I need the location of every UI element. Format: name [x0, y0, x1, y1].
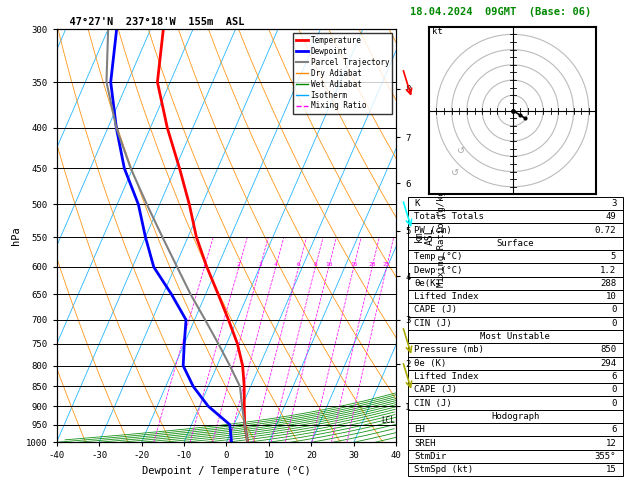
Text: Temp (°C): Temp (°C) [414, 252, 462, 261]
Text: 8: 8 [313, 262, 317, 267]
Bar [408, 397, 623, 410]
Text: 1: 1 [203, 262, 206, 267]
Text: 3: 3 [259, 262, 262, 267]
Text: 0: 0 [611, 319, 616, 328]
Text: 0.72: 0.72 [595, 226, 616, 235]
Bar [408, 436, 623, 450]
Text: Surface: Surface [496, 239, 534, 248]
Text: $\circlearrowleft$: $\circlearrowleft$ [455, 145, 466, 155]
Text: Hodograph: Hodograph [491, 412, 539, 421]
Y-axis label: km
ASL: km ASL [413, 227, 435, 244]
Text: 47°27'N  237°18'W  155m  ASL: 47°27'N 237°18'W 155m ASL [57, 17, 244, 27]
Legend: Temperature, Dewpoint, Parcel Trajectory, Dry Adiabat, Wet Adiabat, Isotherm, Mi: Temperature, Dewpoint, Parcel Trajectory… [293, 33, 392, 114]
Bar [408, 250, 623, 263]
Text: kt: kt [432, 27, 443, 36]
Text: StmSpd (kt): StmSpd (kt) [414, 465, 473, 474]
Text: 2: 2 [237, 262, 241, 267]
Text: EH: EH [414, 425, 425, 434]
Text: 1.2: 1.2 [600, 265, 616, 275]
Text: 4: 4 [274, 262, 277, 267]
Bar [408, 290, 623, 303]
Bar [408, 277, 623, 290]
Text: CAPE (J): CAPE (J) [414, 385, 457, 394]
X-axis label: Dewpoint / Temperature (°C): Dewpoint / Temperature (°C) [142, 466, 311, 476]
Text: 15: 15 [606, 465, 616, 474]
Text: 49: 49 [606, 212, 616, 221]
Text: 18.04.2024  09GMT  (Base: 06): 18.04.2024 09GMT (Base: 06) [410, 7, 591, 17]
Text: 6: 6 [611, 425, 616, 434]
Text: 3: 3 [611, 199, 616, 208]
Bar [408, 450, 623, 463]
Text: θe(K): θe(K) [414, 279, 441, 288]
Text: θe (K): θe (K) [414, 359, 447, 368]
Text: K: K [414, 199, 420, 208]
Bar [408, 210, 623, 224]
Bar [408, 357, 623, 370]
Text: 12: 12 [606, 438, 616, 448]
Text: 850: 850 [600, 346, 616, 354]
Text: 6: 6 [297, 262, 301, 267]
Bar [408, 410, 623, 423]
Text: 0: 0 [611, 305, 616, 314]
Text: Most Unstable: Most Unstable [480, 332, 550, 341]
Text: Dewp (°C): Dewp (°C) [414, 265, 462, 275]
Text: Lifted Index: Lifted Index [414, 372, 479, 381]
Text: CAPE (J): CAPE (J) [414, 305, 457, 314]
Y-axis label: hPa: hPa [11, 226, 21, 245]
Text: 10: 10 [606, 292, 616, 301]
Text: 25: 25 [383, 262, 391, 267]
Text: SREH: SREH [414, 438, 435, 448]
Bar [408, 370, 623, 383]
Text: 355°: 355° [595, 452, 616, 461]
Bar [408, 463, 623, 476]
Text: 0: 0 [611, 399, 616, 408]
Text: 6: 6 [611, 372, 616, 381]
Text: LCL: LCL [382, 416, 396, 425]
Bar [408, 383, 623, 397]
Text: Lifted Index: Lifted Index [414, 292, 479, 301]
Text: PW (cm): PW (cm) [414, 226, 452, 235]
Bar [408, 423, 623, 436]
Text: $\circlearrowleft$: $\circlearrowleft$ [448, 167, 460, 176]
Text: 20: 20 [369, 262, 376, 267]
Bar [408, 197, 623, 210]
Text: CIN (J): CIN (J) [414, 399, 452, 408]
Bar [408, 224, 623, 237]
Bar [408, 237, 623, 250]
Text: 15: 15 [350, 262, 357, 267]
Bar [408, 316, 623, 330]
Text: 288: 288 [600, 279, 616, 288]
Bar [408, 343, 623, 357]
Text: Totals Totals: Totals Totals [414, 212, 484, 221]
Text: CIN (J): CIN (J) [414, 319, 452, 328]
Text: StmDir: StmDir [414, 452, 447, 461]
Bar [408, 263, 623, 277]
Text: 10: 10 [325, 262, 333, 267]
Bar [408, 330, 623, 343]
Text: Pressure (mb): Pressure (mb) [414, 346, 484, 354]
Text: 5: 5 [611, 252, 616, 261]
Text: 294: 294 [600, 359, 616, 368]
Text: Mixing Ratio (g/kg): Mixing Ratio (g/kg) [437, 185, 446, 287]
Text: 0: 0 [611, 385, 616, 394]
Bar [408, 303, 623, 316]
